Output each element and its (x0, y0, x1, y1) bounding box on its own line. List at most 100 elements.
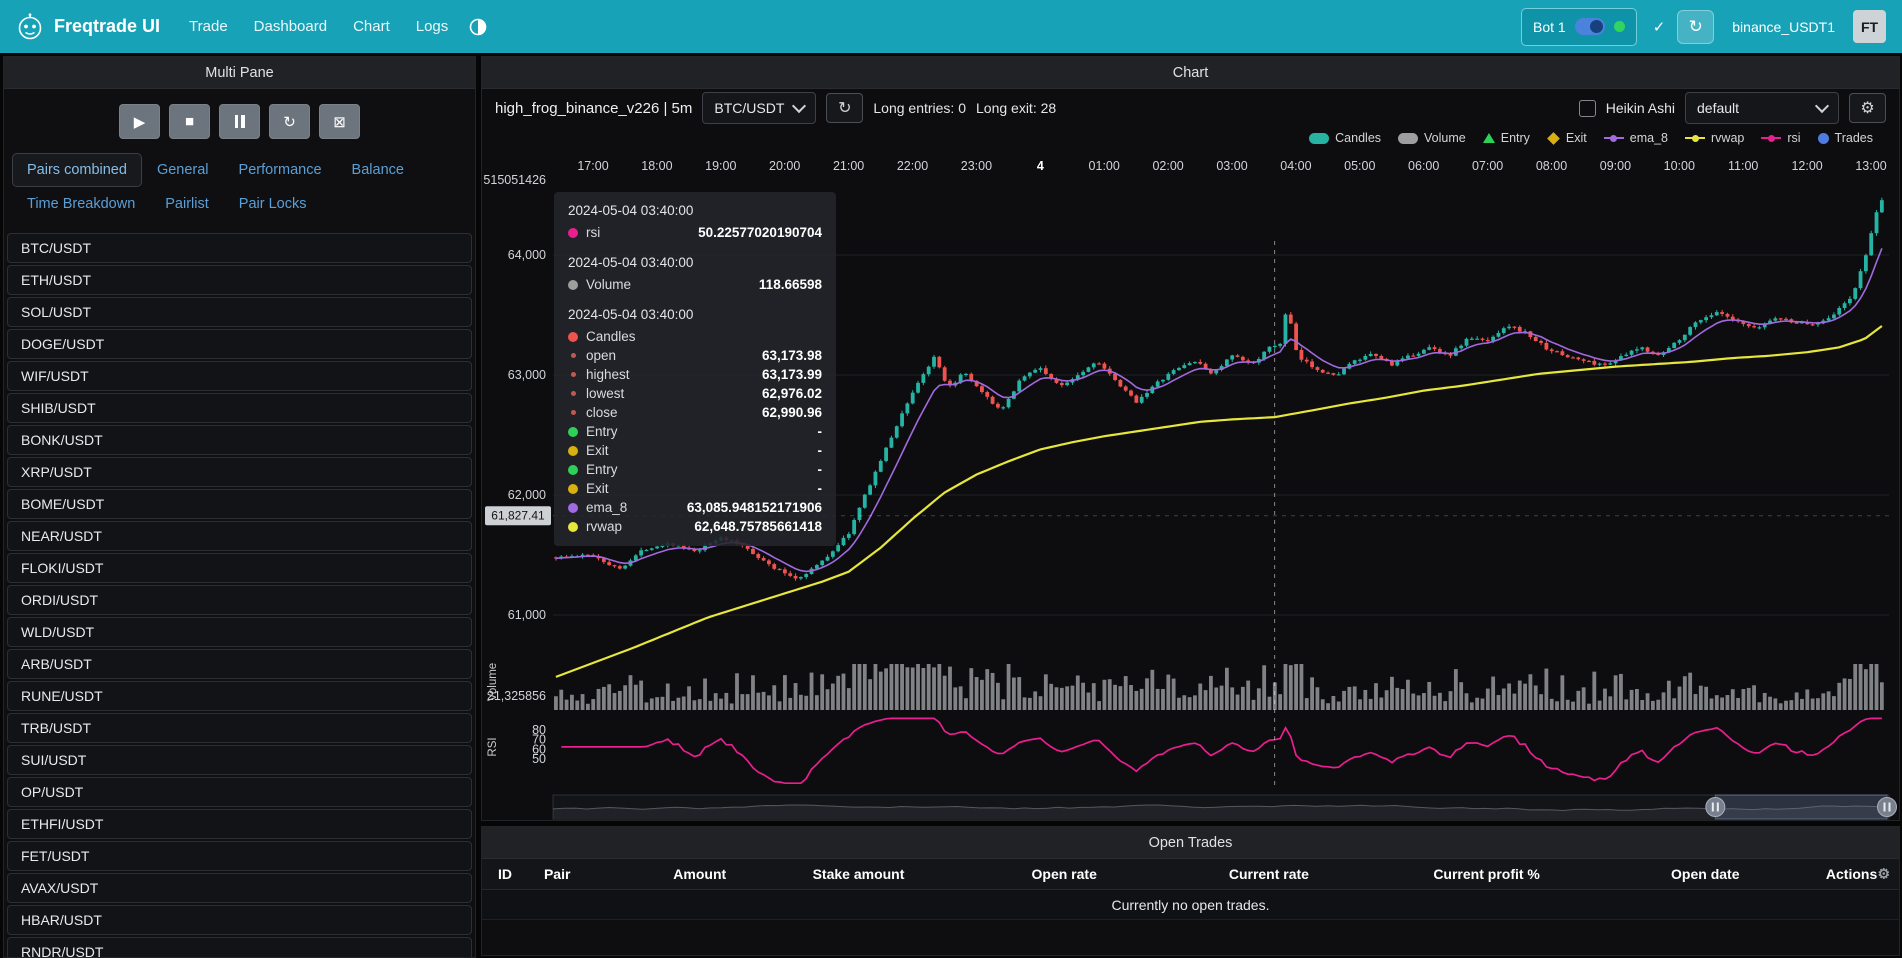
candles-marker-icon (1309, 132, 1330, 144)
chart-panel: Chart high_frog_binance_v226 | 5m BTC/US… (481, 56, 1900, 821)
multi-pane-panel: Multi Pane ▶ ■ ↻ ⊠ Pairs combined General… (3, 56, 476, 958)
tab-general[interactable]: General (156, 162, 209, 178)
bot-selector[interactable]: Bot 1 (1520, 7, 1637, 46)
pair-item-near-usdt[interactable]: NEAR/USDT (7, 521, 472, 551)
pair-item-sol-usdt[interactable]: SOL/USDT (7, 297, 472, 327)
pair-item-ethfi-usdt[interactable]: ETHFI/USDT (7, 809, 472, 839)
legend-trades[interactable]: Trades (1817, 131, 1873, 145)
entry-marker-icon (1482, 133, 1495, 143)
svg-text:Volume: Volume (487, 663, 499, 701)
legend-entry[interactable]: Entry (1482, 131, 1530, 145)
legend-exit[interactable]: Exit (1547, 131, 1587, 145)
pair-item-fet-usdt[interactable]: FET/USDT (7, 841, 472, 871)
pair-item-btc-usdt[interactable]: BTC/USDT (7, 233, 472, 263)
play-button[interactable]: ▶ (119, 104, 160, 139)
theme-toggle-icon[interactable] (469, 18, 487, 36)
volume-marker-icon (1398, 132, 1419, 144)
svg-text:09:00: 09:00 (1600, 159, 1631, 173)
legend-label: rsi (1787, 131, 1801, 145)
legend-label: Trades (1834, 131, 1873, 145)
col-id[interactable]: ID (498, 866, 512, 882)
svg-text:23:00: 23:00 (961, 159, 992, 173)
bot-toggle[interactable] (1574, 18, 1605, 35)
refresh-all-button[interactable]: ↻ (1677, 9, 1715, 44)
reload-config-button[interactable]: ↻ (269, 104, 310, 139)
nav-link-chart[interactable]: Chart (353, 18, 390, 35)
long-exit-label: Long exit: 28 (976, 100, 1057, 116)
chart-toolbar-right: Heikin Ashi default ⚙ (1578, 92, 1886, 124)
pause-button[interactable] (219, 104, 260, 139)
pair-item-trb-usdt[interactable]: TRB/USDT (7, 713, 472, 743)
col-amount[interactable]: Amount (673, 866, 727, 882)
table-settings-icon[interactable]: ⚙ (1877, 865, 1890, 882)
pair-item-arb-usdt[interactable]: ARB/USDT (7, 649, 472, 679)
pair-item-avax-usdt[interactable]: AVAX/USDT (7, 873, 472, 903)
legend-ema-8[interactable]: ema_8 (1603, 131, 1668, 145)
col-actions[interactable]: Actions (1825, 866, 1878, 882)
pair-item-hbar-usdt[interactable]: HBAR/USDT (7, 905, 472, 935)
plot-config-select[interactable]: default (1685, 92, 1839, 124)
col-stake-amount[interactable]: Stake amount (812, 866, 905, 882)
sidebar-tabs: Pairs combined General Performance Balance T… (4, 143, 475, 223)
price-chart-canvas[interactable]: 64,000 63,000 62,000 61,000 515051426 21,3258… (482, 149, 1900, 821)
col-open-date[interactable]: Open date (1671, 866, 1740, 882)
trades-marker-icon (1817, 132, 1829, 144)
svg-text:03:00: 03:00 (1216, 159, 1247, 173)
col-pair[interactable]: Pair (543, 866, 571, 882)
pair-item-ordi-usdt[interactable]: ORDI/USDT (7, 585, 472, 615)
navbar-right: Bot 1 ✓ ↻ binance_USDT1 FT (1520, 7, 1886, 46)
legend-rvwap[interactable]: rvwap (1685, 131, 1744, 145)
chevron-down-icon (1814, 98, 1830, 113)
col-open-rate[interactable]: Open rate (1031, 866, 1097, 882)
svg-text:12:00: 12:00 (1791, 159, 1822, 173)
bot-check-icon: ✓ (1652, 18, 1666, 36)
pair-item-op-usdt[interactable]: OP/USDT (7, 777, 472, 807)
bot-name: Bot 1 (1532, 18, 1566, 35)
pair-select-value: BTC/USDT (714, 100, 785, 116)
trades-empty-text: Currently no open trades. (1111, 896, 1270, 913)
legend-rsi[interactable]: rsi (1761, 131, 1801, 145)
open-trades-table-header: ID Pair Amount Stake amount Open rate Current… (482, 859, 1899, 890)
nav-link-trade[interactable]: Trade (189, 18, 228, 35)
chart-refresh-button[interactable]: ↻ (826, 93, 864, 123)
pair-item-xrp-usdt[interactable]: XRP/USDT (7, 457, 472, 487)
pair-item-eth-usdt[interactable]: ETH/USDT (7, 265, 472, 295)
pair-item-wld-usdt[interactable]: WLD/USDT (7, 617, 472, 647)
heikin-ashi-checkbox[interactable] (1578, 99, 1596, 117)
tab-balance[interactable]: Balance (351, 162, 404, 178)
stop-button[interactable]: ■ (169, 104, 210, 139)
tab-pairs-combined[interactable]: Pairs combined (12, 153, 142, 187)
avatar[interactable]: FT (1853, 10, 1886, 43)
rsi-marker-icon (1761, 133, 1782, 143)
nav-link-dashboard[interactable]: Dashboard (253, 18, 328, 35)
svg-text:4: 4 (1037, 159, 1044, 173)
legend-candles[interactable]: Candles (1309, 131, 1381, 145)
plot-settings-button[interactable]: ⚙ (1849, 93, 1886, 123)
tab-time-breakdown[interactable]: Time Breakdown (27, 196, 136, 212)
brand[interactable]: Freqtrade UI (16, 12, 160, 41)
pair-item-floki-usdt[interactable]: FLOKI/USDT (7, 553, 472, 583)
svg-text:80: 80 (532, 723, 546, 737)
pair-item-sui-usdt[interactable]: SUI/USDT (7, 745, 472, 775)
pair-item-bonk-usdt[interactable]: BONK/USDT (7, 425, 472, 455)
tab-pairlist[interactable]: Pairlist (165, 196, 209, 212)
legend-volume[interactable]: Volume (1398, 131, 1466, 145)
nav-link-logs[interactable]: Logs (415, 18, 449, 35)
col-current-rate[interactable]: Current rate (1228, 866, 1309, 882)
rvwap-marker-icon (1685, 133, 1705, 143)
pair-item-bome-usdt[interactable]: BOME/USDT (7, 489, 472, 519)
pair-item-wif-usdt[interactable]: WIF/USDT (7, 361, 472, 391)
svg-text:18:00: 18:00 (641, 159, 672, 173)
bot-controls: ▶ ■ ↻ ⊠ (4, 89, 475, 143)
pair-item-rune-usdt[interactable]: RUNE/USDT (7, 681, 472, 711)
pair-item-rndr-usdt[interactable]: RNDR/USDT (7, 937, 472, 957)
clear-chart-button[interactable]: ⊠ (319, 104, 360, 139)
svg-text:50: 50 (532, 752, 546, 766)
col-current-profit[interactable]: Current profit % (1433, 866, 1540, 882)
pair-select[interactable]: BTC/USDT (702, 92, 817, 124)
tab-performance[interactable]: Performance (238, 162, 322, 178)
pair-item-doge-usdt[interactable]: DOGE/USDT (7, 329, 472, 359)
tab-pair-locks[interactable]: Pair Locks (238, 196, 307, 212)
pair-item-shib-usdt[interactable]: SHIB/USDT (7, 393, 472, 423)
svg-text:515051426: 515051426 (483, 173, 546, 187)
